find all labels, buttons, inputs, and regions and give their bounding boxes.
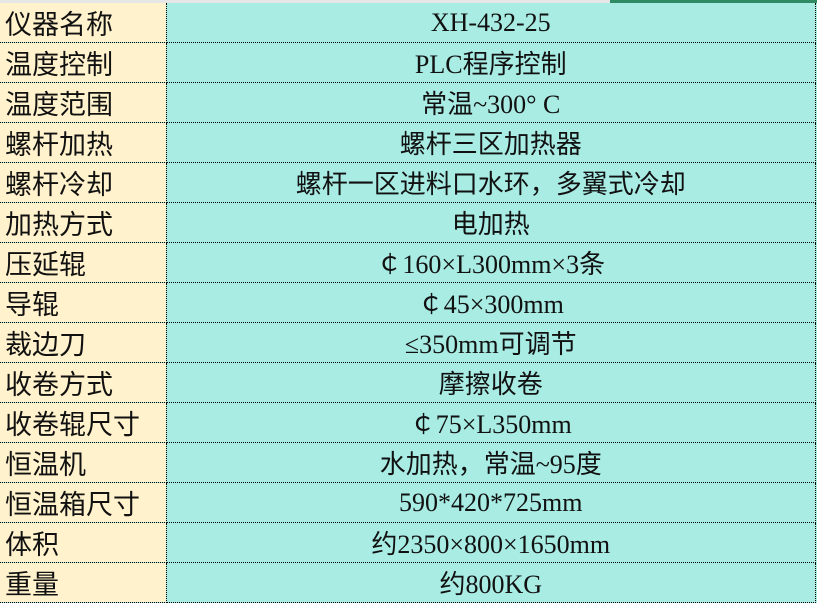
table-row: 温度范围 常温~300° C — [0, 82, 816, 123]
table-row: 螺杆加热 螺杆三区加热器 — [0, 122, 816, 163]
table-row: 压延辊 ￠160×L300mm×3条 — [0, 242, 816, 283]
value-cell[interactable]: ￠160×L300mm×3条 — [166, 242, 816, 283]
label-cell[interactable]: 压延辊 — [0, 242, 167, 283]
label-cell[interactable]: 裁边刀 — [0, 322, 167, 363]
label-cell[interactable]: 加热方式 — [0, 202, 167, 243]
table-row: 体积 约2350×800×1650mm — [0, 522, 816, 563]
value-cell[interactable]: 螺杆三区加热器 — [166, 122, 816, 163]
value-cell[interactable]: 摩擦收卷 — [166, 362, 816, 403]
value-cell[interactable]: PLC程序控制 — [166, 42, 816, 83]
table-row: 加热方式 电加热 — [0, 202, 816, 243]
label-cell[interactable]: 收卷方式 — [0, 362, 167, 403]
value-cell[interactable]: 电加热 — [166, 202, 816, 243]
table-row: 收卷方式 摩擦收卷 — [0, 362, 816, 403]
value-cell[interactable]: 约2350×800×1650mm — [166, 522, 816, 563]
label-cell[interactable]: 恒温机 — [0, 442, 167, 483]
value-cell[interactable]: 约800KG — [166, 562, 816, 603]
label-cell[interactable]: 温度范围 — [0, 82, 167, 123]
label-cell[interactable]: 螺杆冷却 — [0, 162, 167, 203]
table-row: 温度控制 PLC程序控制 — [0, 42, 816, 83]
table-row: 螺杆冷却 螺杆一区进料口水环，多翼式冷却 — [0, 162, 816, 203]
table-row: 收卷辊尺寸 ￠75×L350mm — [0, 402, 816, 443]
column-header-strip — [0, 0, 817, 3]
value-cell[interactable]: 水加热，常温~95度 — [166, 442, 816, 483]
table-row: 仪器名称 XH-432-25 — [0, 3, 816, 43]
table-row: 重量 约800KG — [0, 562, 816, 603]
label-cell[interactable]: 体积 — [0, 522, 167, 563]
value-cell[interactable]: ￠75×L350mm — [166, 402, 816, 443]
spec-table: 仪器名称 XH-432-25 温度控制 PLC程序控制 温度范围 常温~300° C 螺杆加… — [0, 3, 816, 603]
table-row: 裁边刀 ≤350mm可调节 — [0, 322, 816, 363]
label-cell[interactable]: 仪器名称 — [0, 3, 167, 43]
label-cell[interactable]: 恒温箱尺寸 — [0, 482, 167, 523]
table-row: 导辊 ￠45×300mm — [0, 282, 816, 323]
label-cell[interactable]: 重量 — [0, 562, 167, 603]
value-cell[interactable]: ￠45×300mm — [166, 282, 816, 323]
table-row: 恒温箱尺寸 590*420*725mm — [0, 482, 816, 523]
value-cell[interactable]: ≤350mm可调节 — [166, 322, 816, 363]
value-cell[interactable]: 螺杆一区进料口水环，多翼式冷却 — [166, 162, 816, 203]
value-cell[interactable]: XH-432-25 — [166, 3, 816, 43]
selection-indicator — [610, 0, 817, 3]
value-cell[interactable]: 590*420*725mm — [166, 482, 816, 523]
label-cell[interactable]: 温度控制 — [0, 42, 167, 83]
label-cell[interactable]: 螺杆加热 — [0, 122, 167, 163]
label-cell[interactable]: 导辊 — [0, 282, 167, 323]
label-cell[interactable]: 收卷辊尺寸 — [0, 402, 167, 443]
table-row: 恒温机 水加热，常温~95度 — [0, 442, 816, 483]
value-cell[interactable]: 常温~300° C — [166, 82, 816, 123]
